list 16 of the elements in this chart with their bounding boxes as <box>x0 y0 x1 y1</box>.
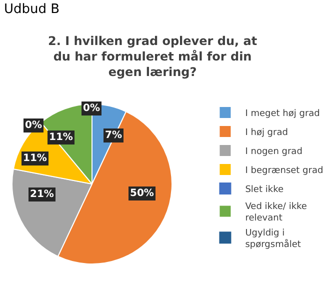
legend-label: I nogen grad <box>245 147 302 158</box>
legend-label: I høj grad <box>245 128 288 138</box>
data-label: 21% <box>30 189 54 200</box>
text: Udbud B <box>4 2 60 17</box>
legend-label: Ugyldig i spørgsmålet <box>245 228 302 250</box>
legend-label: I begrænset grad <box>245 166 324 176</box>
data-label: 11% <box>23 153 47 164</box>
data-label: 50% <box>130 188 154 199</box>
data-label: 7% <box>105 130 122 141</box>
legend-label: Ved ikke/ ikke relevant <box>245 202 308 224</box>
legend-label: I meget høj grad <box>245 109 320 120</box>
data-label: 11% <box>49 132 73 143</box>
text: 0% <box>83 103 100 114</box>
legend-label: Slet ikke <box>245 185 284 196</box>
text: 0% <box>25 120 42 131</box>
chart-title: 2. I hvilken grad oplever du, at du har formuleret mål for din egen læring? <box>48 34 258 80</box>
